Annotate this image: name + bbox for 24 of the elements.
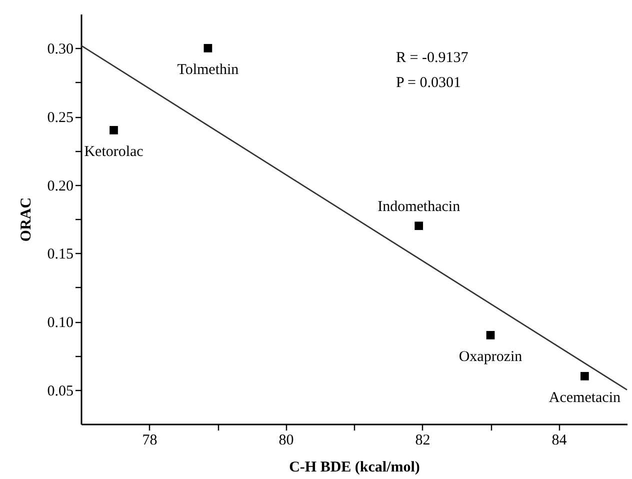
y-tick-label: 0.10 — [47, 315, 74, 331]
x-tick-label: 84 — [552, 432, 568, 448]
x-tick-label: 78 — [142, 432, 158, 448]
point — [414, 222, 424, 230]
annotation: Oxaprozin — [458, 349, 523, 366]
y-tick-label: 0.15 — [47, 246, 74, 263]
annotation: Tolmethin — [177, 62, 240, 78]
point — [204, 44, 212, 52]
x-tick-label: 80 — [278, 432, 294, 448]
y-axis-title: ORAC — [18, 197, 34, 242]
annotation: Indomethacin — [378, 198, 461, 215]
y-tick-label: 0.25 — [47, 110, 74, 126]
point — [110, 126, 118, 134]
point — [486, 330, 495, 340]
y-tick-label: 0.20 — [47, 178, 74, 194]
x-tick-label: 82 — [415, 432, 430, 448]
point — [580, 372, 589, 380]
annotation: Acemetacin — [548, 390, 621, 406]
x-axis-title: C-H BDE (kcal/mol) — [289, 460, 420, 476]
annotation: Ketorolac — [84, 144, 144, 160]
annotation: P = 0.0301 — [396, 75, 461, 91]
annotation: R = -0.9137 — [396, 50, 469, 66]
y-tick-label: 0.05 — [47, 383, 74, 400]
y-tick-label: 0.30 — [47, 42, 74, 58]
